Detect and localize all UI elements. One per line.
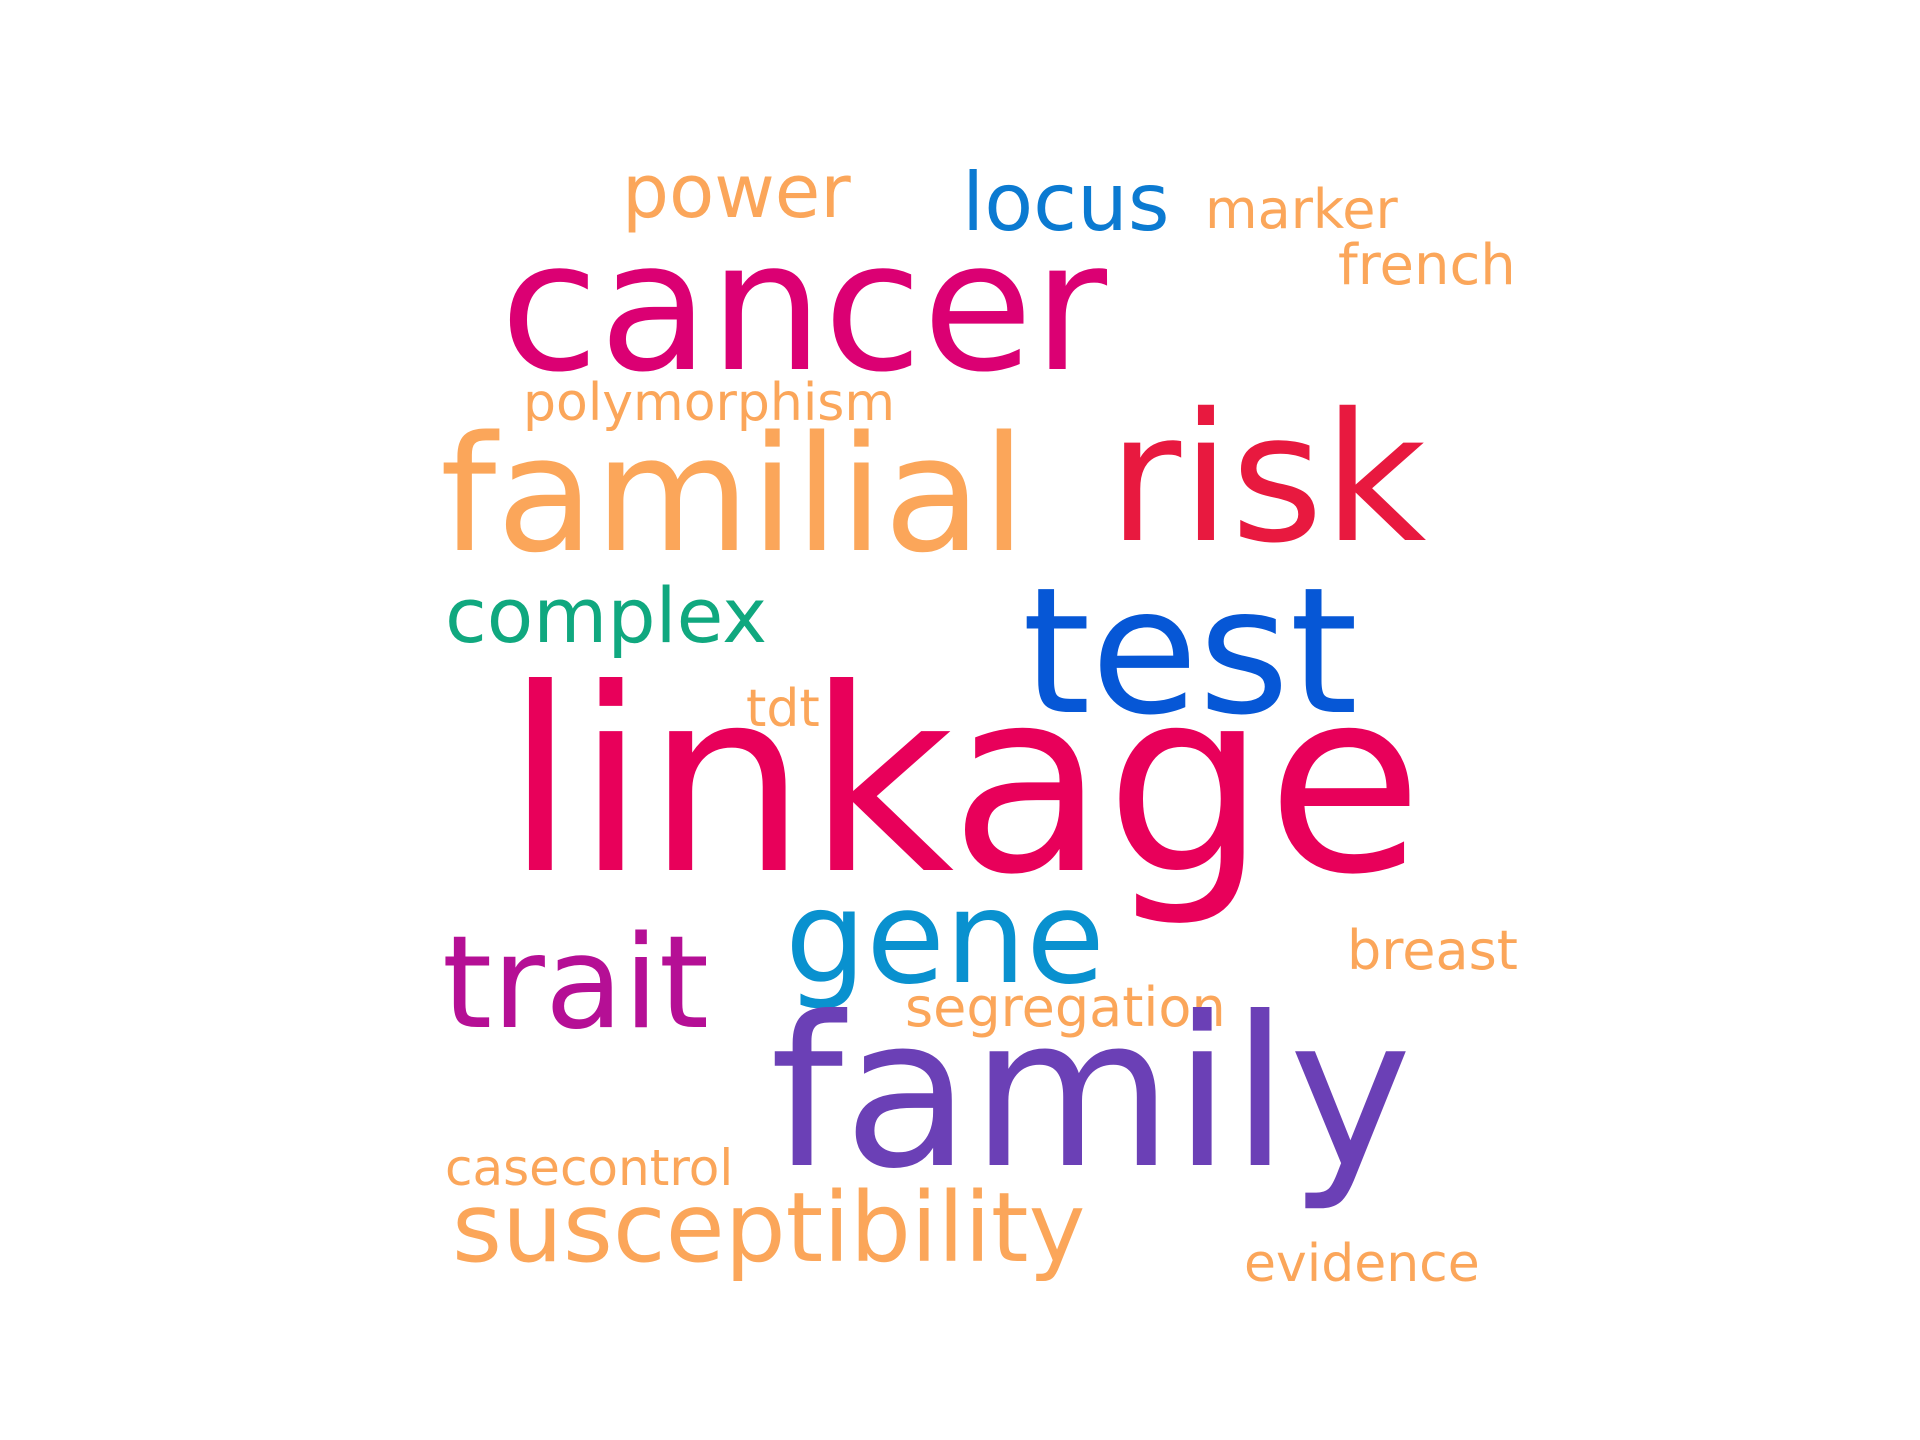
word-familial: familial — [440, 401, 1027, 588]
word-power: power — [622, 149, 851, 235]
word-locus: locus — [962, 156, 1170, 249]
word-trait: trait — [442, 909, 709, 1058]
word-complex: complex — [445, 571, 768, 660]
word-test: test — [1022, 551, 1359, 754]
word-risk: risk — [1108, 375, 1427, 582]
word-casecontrol: casecontrol — [445, 1139, 734, 1197]
word-gene: gene — [785, 864, 1105, 1013]
word-tdt: tdt — [746, 679, 820, 739]
word-family: family — [770, 973, 1412, 1215]
word-breast: breast — [1347, 919, 1518, 982]
word-linkage: linkage — [505, 634, 1423, 930]
word-segregation: segregation — [905, 976, 1226, 1039]
word-polymorphism: polymorphism — [523, 373, 896, 433]
word-susceptibility: susceptibility — [452, 1172, 1086, 1284]
word-marker: marker — [1205, 178, 1398, 241]
word-french: french — [1338, 233, 1516, 298]
word-evidence: evidence — [1244, 1234, 1480, 1294]
word-cancer: cancer — [500, 203, 1108, 412]
